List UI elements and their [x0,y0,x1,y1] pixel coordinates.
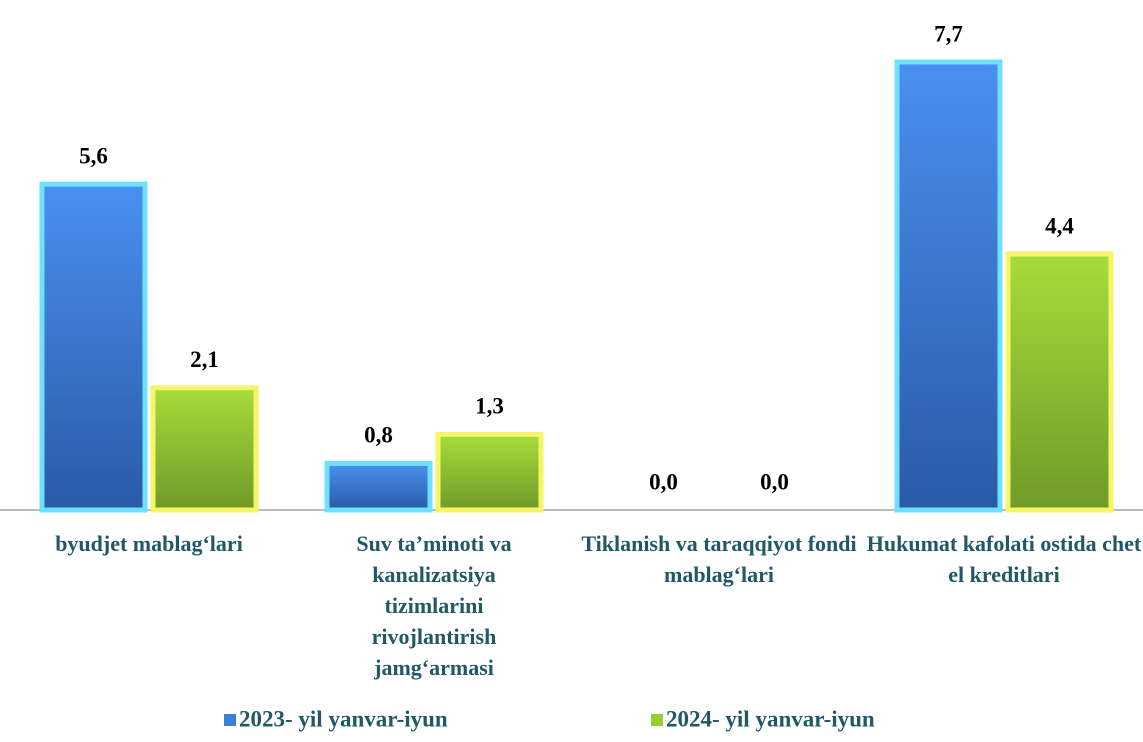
data-label: 0,0 [760,469,789,494]
data-label: 0,0 [649,469,678,494]
legend-label: 2024- yil yanvar-iyun [666,706,875,731]
data-label: 7,7 [934,21,963,46]
x-tick-label: Tiklanish va taraqqiyot fondi mablag‘lar… [581,531,857,587]
bar [39,181,148,513]
data-label: 1,3 [475,394,504,419]
x-tick-label: byudjet mablag‘lari [55,531,243,556]
data-label: 0,8 [364,423,393,448]
bar [150,385,259,513]
x-tick-label: Suv ta’minoti va kanalizatsiya tizimlari… [356,531,512,680]
x-tick-label: Hukumat kafolati ostida chet el kreditla… [866,531,1142,587]
legend-marker [651,714,663,726]
legend-marker [224,714,236,726]
data-label: 2,1 [190,347,219,372]
data-label: 5,6 [79,143,108,168]
bar [894,59,1003,513]
bar [324,460,433,513]
bar [1005,251,1114,513]
legend-label: 2023- yil yanvar-iyun [239,706,448,731]
data-label: 4,4 [1045,213,1074,238]
bar [435,431,544,513]
